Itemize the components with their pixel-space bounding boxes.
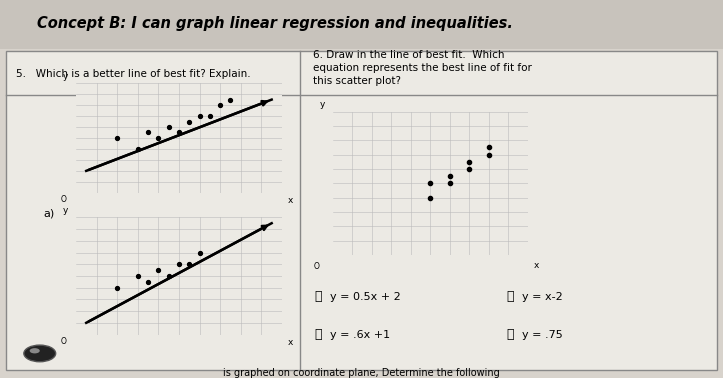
Text: a): a)	[43, 209, 54, 218]
Text: y: y	[320, 100, 325, 108]
Text: Ⓑ: Ⓑ	[506, 290, 513, 303]
Text: Ⓓ: Ⓓ	[506, 328, 513, 341]
Text: 6. Draw in the line of best fit.  Which
equation represents the best line of fit: 6. Draw in the line of best fit. Which e…	[313, 50, 532, 86]
Text: O: O	[61, 195, 67, 204]
Text: y: y	[63, 206, 68, 215]
Text: is graphed on coordinate plane, Determine the following: is graphed on coordinate plane, Determin…	[223, 369, 500, 378]
Text: Concept B: I can graph linear regression and inequalities.: Concept B: I can graph linear regression…	[37, 16, 513, 31]
Text: x: x	[288, 338, 294, 347]
Text: Ⓐ: Ⓐ	[315, 290, 322, 303]
Text: y = .6x +1: y = .6x +1	[330, 330, 390, 339]
Circle shape	[24, 345, 56, 362]
Text: O: O	[61, 337, 67, 346]
Text: y = 0.5x + 2: y = 0.5x + 2	[330, 292, 401, 302]
Circle shape	[30, 348, 40, 353]
Bar	[6, 51, 717, 370]
Text: y = .75: y = .75	[522, 330, 562, 339]
Text: x: x	[534, 261, 539, 270]
Text: x: x	[288, 196, 294, 205]
Text: y = x-2: y = x-2	[522, 292, 562, 302]
Text: y: y	[63, 72, 68, 81]
Bar	[0, 0, 723, 49]
Text: 5.   Which is a better line of best fit? Explain.: 5. Which is a better line of best fit? E…	[16, 70, 251, 79]
Text: O: O	[314, 262, 320, 271]
Text: Ⓒ: Ⓒ	[315, 328, 322, 341]
